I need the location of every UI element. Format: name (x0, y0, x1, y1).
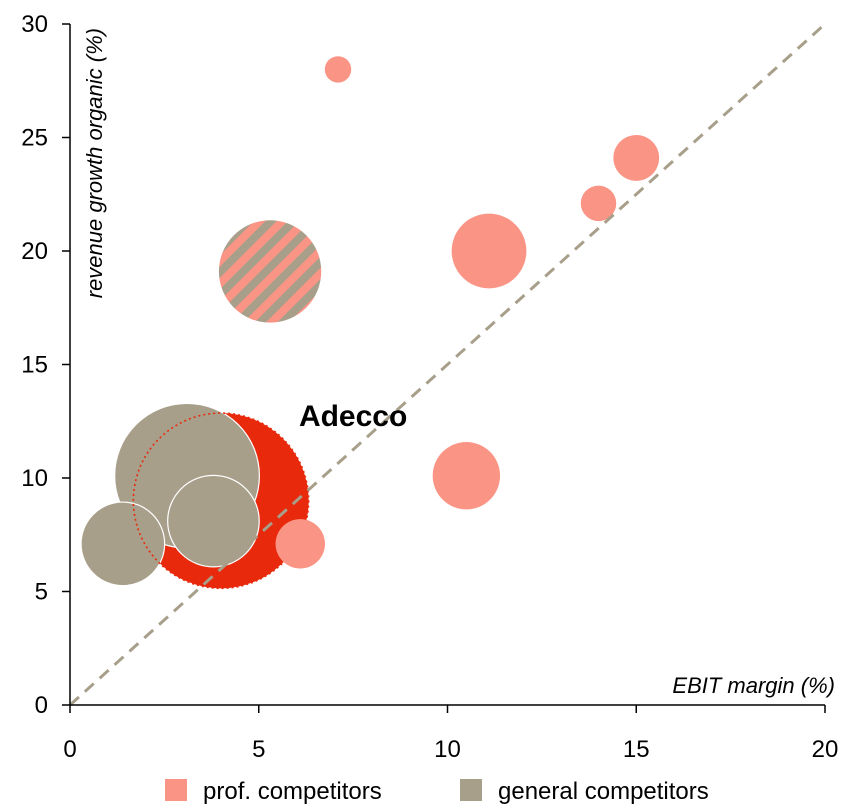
bubble-general-competitor-3 (80, 501, 166, 587)
y-tick-label: 0 (35, 692, 48, 719)
x-tick-label: 10 (434, 736, 461, 763)
legend-swatch-general-competitors (460, 779, 482, 801)
bubble-general-competitor-2 (167, 474, 260, 568)
x-tick-label: 20 (812, 736, 839, 763)
bubbles-layer (80, 56, 660, 590)
x-axis-label: EBIT margin (%) (672, 673, 835, 698)
reference-diagonal-line (68, 22, 827, 707)
tick-labels: 0 5 10 15 20 25 30 0 5 10 15 20 (21, 11, 838, 763)
bubble-prof-competitor-6 (275, 519, 325, 569)
bubble-prof-competitor-1 (324, 56, 352, 83)
axes (62, 23, 826, 713)
bubble-prof-competitor-4 (451, 213, 527, 289)
y-tick-label: 10 (21, 465, 48, 492)
legend: prof. competitors general competitors (165, 778, 709, 805)
bubble-prof-competitor-3 (580, 185, 617, 222)
y-axis-label: revenue growth organic (%) (82, 28, 107, 298)
y-tick-label: 5 (35, 579, 48, 606)
y-tick-label: 20 (21, 238, 48, 265)
bubble-prof-competitor-2 (613, 135, 660, 181)
bubble-prof-competitor-5 (432, 442, 501, 510)
bubble-mixed-competitor (218, 220, 322, 323)
legend-label-general-competitors: general competitors (498, 778, 709, 805)
bubble-adecco-outline (132, 412, 310, 590)
adecco-annotation: Adecco (299, 400, 407, 433)
legend-swatch-prof-competitors (165, 779, 187, 801)
y-tick-label: 15 (21, 352, 48, 379)
x-tick-label: 5 (252, 736, 265, 763)
x-tick-label: 0 (63, 736, 76, 763)
y-tick-label: 30 (21, 11, 48, 38)
x-tick-label: 15 (623, 736, 650, 763)
legend-label-prof-competitors: prof. competitors (203, 778, 382, 805)
y-tick-label: 25 (21, 125, 48, 152)
